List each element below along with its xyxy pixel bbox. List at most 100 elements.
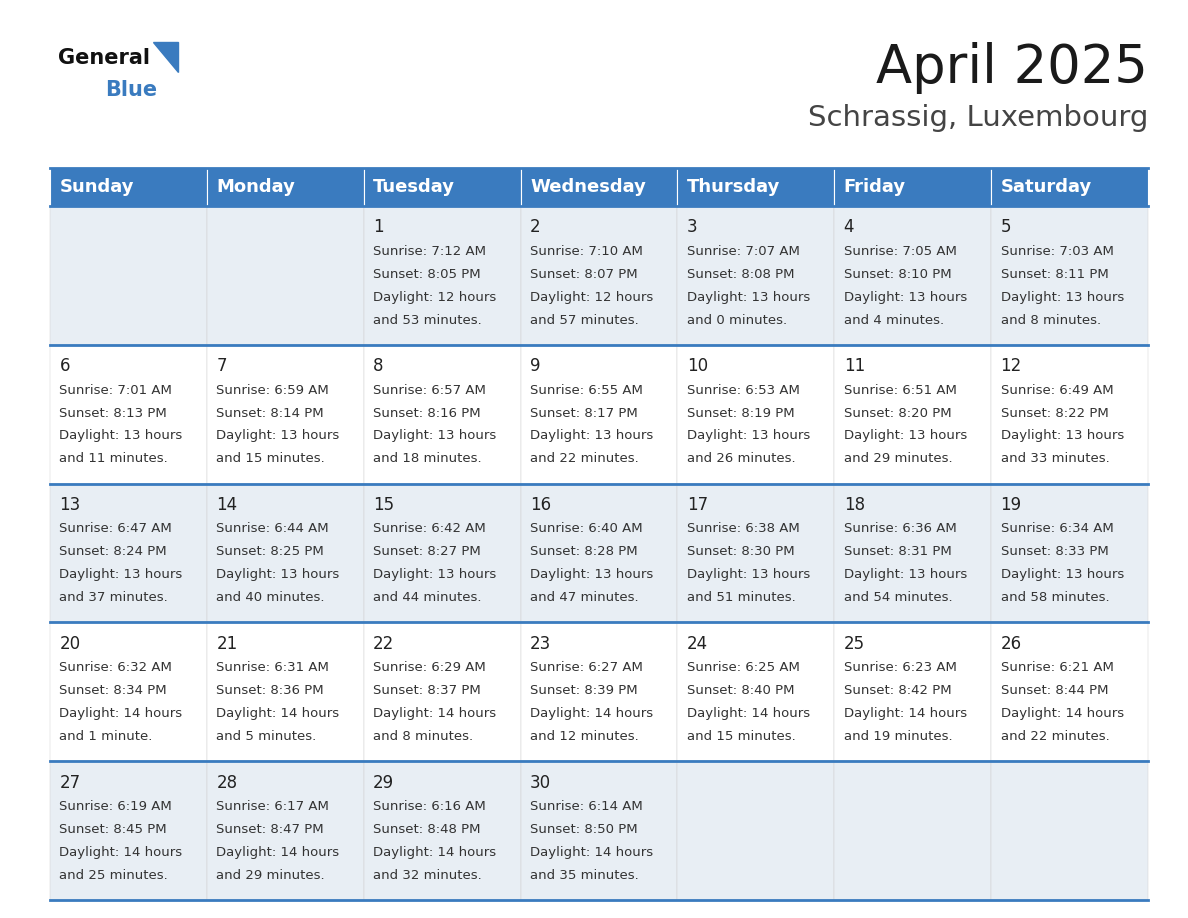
- Text: Daylight: 14 hours: Daylight: 14 hours: [843, 707, 967, 720]
- Text: and 47 minutes.: and 47 minutes.: [530, 591, 639, 604]
- Text: 1: 1: [373, 218, 384, 237]
- FancyBboxPatch shape: [991, 622, 1148, 761]
- Text: Daylight: 14 hours: Daylight: 14 hours: [530, 707, 653, 720]
- Text: Sunset: 8:22 PM: Sunset: 8:22 PM: [1000, 407, 1108, 420]
- Text: Sunrise: 7:03 AM: Sunrise: 7:03 AM: [1000, 245, 1113, 258]
- Text: Sunrise: 6:42 AM: Sunrise: 6:42 AM: [373, 522, 486, 535]
- Text: Sunset: 8:47 PM: Sunset: 8:47 PM: [216, 823, 324, 836]
- FancyBboxPatch shape: [50, 622, 207, 761]
- Text: Daylight: 13 hours: Daylight: 13 hours: [687, 430, 810, 442]
- Text: Sunrise: 6:57 AM: Sunrise: 6:57 AM: [373, 384, 486, 397]
- Text: Sunset: 8:45 PM: Sunset: 8:45 PM: [59, 823, 168, 836]
- Text: 16: 16: [530, 496, 551, 514]
- FancyBboxPatch shape: [364, 345, 520, 484]
- Text: Daylight: 13 hours: Daylight: 13 hours: [373, 430, 497, 442]
- Text: Daylight: 13 hours: Daylight: 13 hours: [373, 568, 497, 581]
- Text: and 22 minutes.: and 22 minutes.: [1000, 730, 1110, 743]
- FancyBboxPatch shape: [834, 484, 991, 622]
- Text: 29: 29: [373, 774, 394, 791]
- Text: 9: 9: [530, 357, 541, 375]
- Text: and 8 minutes.: and 8 minutes.: [1000, 314, 1100, 327]
- Text: Daylight: 13 hours: Daylight: 13 hours: [843, 430, 967, 442]
- Text: 30: 30: [530, 774, 551, 791]
- Text: 8: 8: [373, 357, 384, 375]
- Text: and 19 minutes.: and 19 minutes.: [843, 730, 953, 743]
- FancyBboxPatch shape: [520, 622, 677, 761]
- Text: General: General: [58, 48, 150, 68]
- FancyBboxPatch shape: [677, 345, 834, 484]
- Text: Daylight: 14 hours: Daylight: 14 hours: [373, 707, 497, 720]
- Text: Daylight: 13 hours: Daylight: 13 hours: [530, 568, 653, 581]
- Text: and 51 minutes.: and 51 minutes.: [687, 591, 796, 604]
- Text: Sunrise: 7:12 AM: Sunrise: 7:12 AM: [373, 245, 486, 258]
- Polygon shape: [153, 42, 178, 72]
- FancyBboxPatch shape: [677, 622, 834, 761]
- Text: Sunrise: 6:29 AM: Sunrise: 6:29 AM: [373, 661, 486, 674]
- FancyBboxPatch shape: [364, 206, 520, 345]
- Text: Sunset: 8:33 PM: Sunset: 8:33 PM: [1000, 545, 1108, 558]
- FancyBboxPatch shape: [364, 761, 520, 900]
- Text: and 12 minutes.: and 12 minutes.: [530, 730, 639, 743]
- Text: Daylight: 14 hours: Daylight: 14 hours: [373, 845, 497, 859]
- FancyBboxPatch shape: [207, 168, 364, 206]
- FancyBboxPatch shape: [50, 484, 207, 622]
- Text: Sunset: 8:19 PM: Sunset: 8:19 PM: [687, 407, 795, 420]
- Text: Daylight: 13 hours: Daylight: 13 hours: [530, 430, 653, 442]
- FancyBboxPatch shape: [991, 761, 1148, 900]
- Text: and 35 minutes.: and 35 minutes.: [530, 868, 639, 882]
- Text: and 58 minutes.: and 58 minutes.: [1000, 591, 1110, 604]
- Text: Saturday: Saturday: [1000, 178, 1092, 196]
- FancyBboxPatch shape: [50, 206, 207, 345]
- Text: and 32 minutes.: and 32 minutes.: [373, 868, 482, 882]
- Text: Sunday: Sunday: [59, 178, 134, 196]
- Text: and 40 minutes.: and 40 minutes.: [216, 591, 324, 604]
- Text: Daylight: 13 hours: Daylight: 13 hours: [1000, 568, 1124, 581]
- Text: Sunset: 8:16 PM: Sunset: 8:16 PM: [373, 407, 481, 420]
- Text: Daylight: 14 hours: Daylight: 14 hours: [1000, 707, 1124, 720]
- FancyBboxPatch shape: [834, 168, 991, 206]
- Text: 17: 17: [687, 496, 708, 514]
- Text: Daylight: 14 hours: Daylight: 14 hours: [530, 845, 653, 859]
- Text: Sunrise: 6:49 AM: Sunrise: 6:49 AM: [1000, 384, 1113, 397]
- Text: Sunset: 8:44 PM: Sunset: 8:44 PM: [1000, 684, 1108, 697]
- Text: Sunrise: 6:27 AM: Sunrise: 6:27 AM: [530, 661, 643, 674]
- FancyBboxPatch shape: [991, 484, 1148, 622]
- Text: and 29 minutes.: and 29 minutes.: [216, 868, 324, 882]
- FancyBboxPatch shape: [834, 206, 991, 345]
- Text: Sunrise: 6:23 AM: Sunrise: 6:23 AM: [843, 661, 956, 674]
- Text: Sunset: 8:13 PM: Sunset: 8:13 PM: [59, 407, 168, 420]
- Text: Sunset: 8:14 PM: Sunset: 8:14 PM: [216, 407, 324, 420]
- Text: Sunrise: 6:25 AM: Sunrise: 6:25 AM: [687, 661, 800, 674]
- Text: Daylight: 13 hours: Daylight: 13 hours: [1000, 430, 1124, 442]
- Text: and 29 minutes.: and 29 minutes.: [843, 453, 953, 465]
- Text: Sunset: 8:31 PM: Sunset: 8:31 PM: [843, 545, 952, 558]
- Text: 21: 21: [216, 635, 238, 653]
- Text: Sunrise: 6:21 AM: Sunrise: 6:21 AM: [1000, 661, 1113, 674]
- FancyBboxPatch shape: [991, 168, 1148, 206]
- Text: Daylight: 14 hours: Daylight: 14 hours: [59, 845, 183, 859]
- Text: 12: 12: [1000, 357, 1022, 375]
- Text: Daylight: 12 hours: Daylight: 12 hours: [530, 291, 653, 304]
- Text: Daylight: 12 hours: Daylight: 12 hours: [373, 291, 497, 304]
- Text: Sunrise: 6:44 AM: Sunrise: 6:44 AM: [216, 522, 329, 535]
- Text: Sunrise: 6:32 AM: Sunrise: 6:32 AM: [59, 661, 172, 674]
- Text: 3: 3: [687, 218, 697, 237]
- Text: and 25 minutes.: and 25 minutes.: [59, 868, 169, 882]
- Text: 20: 20: [59, 635, 81, 653]
- Text: Sunset: 8:36 PM: Sunset: 8:36 PM: [216, 684, 324, 697]
- FancyBboxPatch shape: [991, 206, 1148, 345]
- Text: Sunset: 8:50 PM: Sunset: 8:50 PM: [530, 823, 638, 836]
- Text: 28: 28: [216, 774, 238, 791]
- FancyBboxPatch shape: [364, 168, 520, 206]
- Text: Sunrise: 7:05 AM: Sunrise: 7:05 AM: [843, 245, 956, 258]
- Text: 15: 15: [373, 496, 394, 514]
- Text: 27: 27: [59, 774, 81, 791]
- Text: Daylight: 14 hours: Daylight: 14 hours: [216, 707, 340, 720]
- Text: Daylight: 14 hours: Daylight: 14 hours: [216, 845, 340, 859]
- Text: Daylight: 13 hours: Daylight: 13 hours: [687, 291, 810, 304]
- Text: Sunset: 8:10 PM: Sunset: 8:10 PM: [843, 268, 952, 281]
- FancyBboxPatch shape: [520, 345, 677, 484]
- Text: Sunrise: 6:40 AM: Sunrise: 6:40 AM: [530, 522, 643, 535]
- Text: Sunrise: 6:55 AM: Sunrise: 6:55 AM: [530, 384, 643, 397]
- Text: April 2025: April 2025: [876, 42, 1148, 94]
